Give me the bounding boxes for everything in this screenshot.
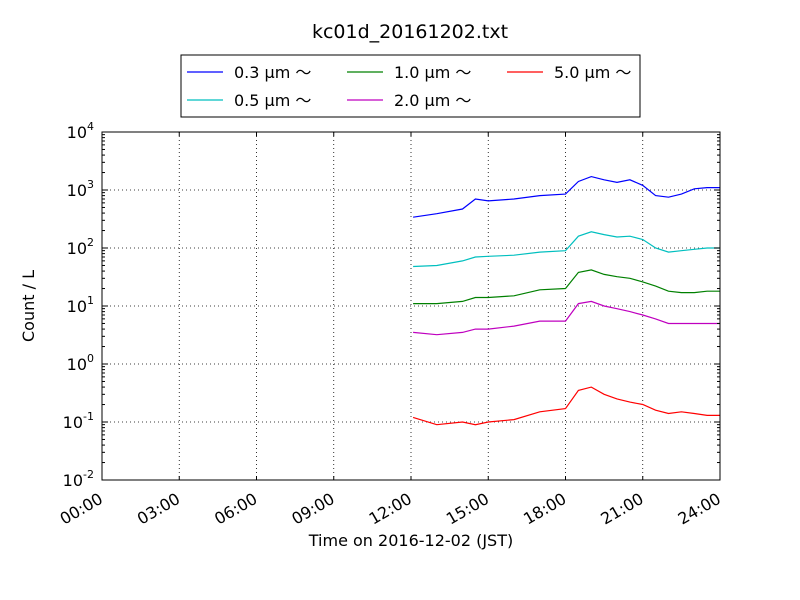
x-tick-label: 18:00 [520,489,569,529]
x-tick-label: 12:00 [366,489,415,529]
x-tick-label: 09:00 [288,489,337,529]
x-tick-label: 00:00 [57,489,106,529]
legend-entry: 1.0 μm ～ [347,63,471,82]
grid [102,132,720,480]
series-lines [412,175,720,426]
y-tick-label: 10-2 [63,468,94,490]
x-tick-label: 21:00 [597,489,646,529]
y-tick-label: 102 [67,236,94,258]
series-line-4 [412,386,720,426]
legend-entry: 5.0 μm ～ [507,63,631,82]
y-axis-label: Count / L [19,270,38,342]
legend-box [180,54,641,118]
legend-label: 0.5 μm ～ [234,91,311,110]
x-tick-label: 15:00 [443,489,492,529]
legend-label: 2.0 μm ～ [394,91,471,110]
legend-entry: 2.0 μm ～ [347,91,471,110]
legend-label: 1.0 μm ～ [394,63,471,82]
legend-entry: 0.3 μm ～ [187,63,311,82]
series-line-2 [413,269,720,305]
y-tick-label: 10-1 [63,410,94,432]
legend: 0.3 μm ～ 1.0 μm ～ 5.0 μm ～ 0.5 μm ～ 2.0 μm ～ [180,54,641,118]
series-line-3 [413,300,720,336]
legend-label: 5.0 μm ～ [554,63,631,82]
y-tick-label: 101 [67,294,94,316]
legend-label: 0.3 μm ～ [234,63,311,82]
chart-title: kc01d_20161202.txt [312,21,508,43]
series-line-1 [413,231,720,268]
x-tick-label: 24:00 [675,489,724,529]
x-tick-label: 03:00 [134,489,183,529]
legend-entry: 0.5 μm ～ [187,91,311,110]
series-line-0 [413,175,720,218]
x-axis-label: Time on 2016-12-02 (JST) [308,531,513,550]
y-tick-label: 100 [67,352,94,374]
y-tick-label: 104 [67,120,94,142]
y-tick-label: 103 [67,178,94,200]
x-tick-label: 06:00 [211,489,260,529]
